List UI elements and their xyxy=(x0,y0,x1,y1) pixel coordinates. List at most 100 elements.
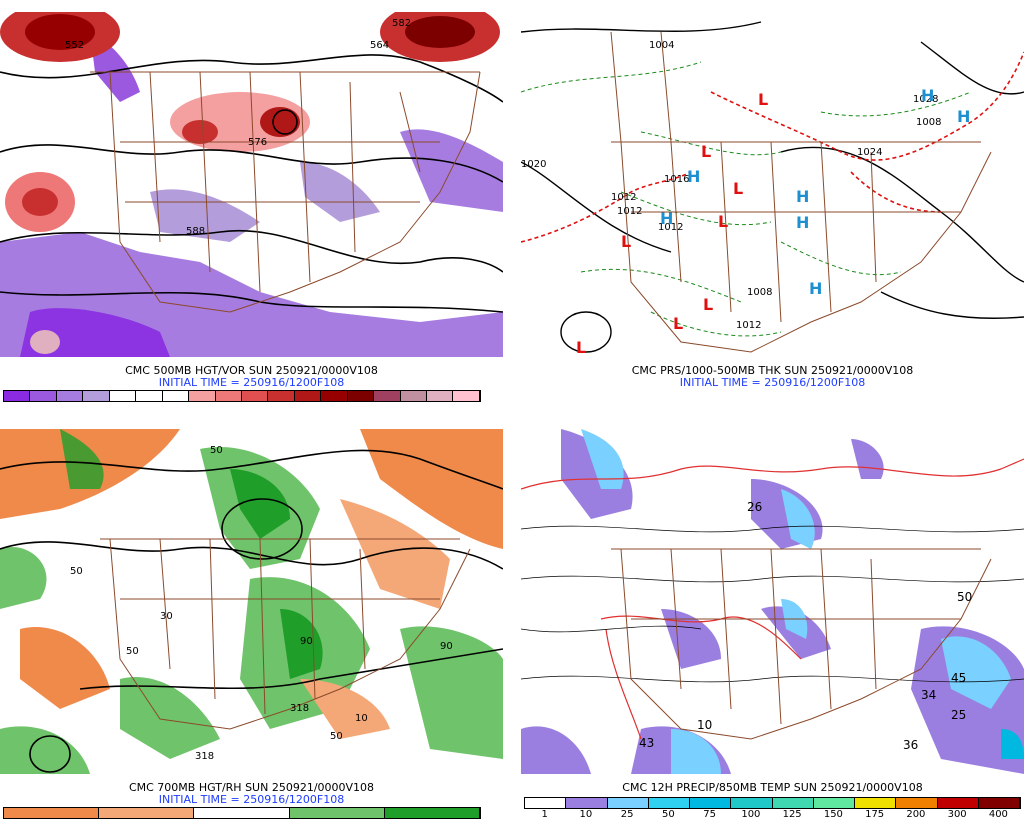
rh-label: 50 xyxy=(210,445,223,456)
contour-label: 552 xyxy=(65,40,84,51)
colorbar-tick: 125 xyxy=(782,809,802,819)
low-center: L xyxy=(758,90,768,109)
colorbar-tick: 10 xyxy=(579,809,593,819)
low-center: L xyxy=(621,232,631,251)
rh-label: 50 xyxy=(70,566,83,577)
colorbar-swatch xyxy=(400,391,427,401)
isobar-label: 1008 xyxy=(747,287,772,298)
contour-label: 318 xyxy=(290,703,309,714)
colorbar-tick: 100 xyxy=(741,809,761,819)
high-center: H xyxy=(921,86,934,105)
colorbar-swatch xyxy=(83,391,110,401)
map-prs-thk: 1004 1020 1028 1024 1012 1016 1012 1012 … xyxy=(521,12,1024,392)
colorbar-swatch xyxy=(690,798,732,808)
precip-label: 34 xyxy=(921,688,936,702)
panel-prs-thk: 1004 1020 1028 1024 1012 1016 1012 1012 … xyxy=(521,12,1024,402)
colorbar-swatch xyxy=(194,808,290,818)
precip-label: 36 xyxy=(903,738,918,752)
low-center: L xyxy=(576,338,586,357)
high-center: H xyxy=(809,279,822,298)
contour-label: 564 xyxy=(370,40,389,51)
colorbar-swatch xyxy=(374,391,401,401)
contour-label: 588 xyxy=(186,226,205,237)
isobar-label: 1012 xyxy=(658,222,683,233)
initial-time: INITIAL TIME = 250916/1200F108 xyxy=(158,376,345,389)
high-center: H xyxy=(660,209,673,228)
colorbar-swatch xyxy=(937,798,979,808)
high-center: H xyxy=(796,187,809,206)
panel-500mb-hgt-vor: 552 564 576 588 582 CMC 500MB HGT/VOR SU… xyxy=(0,12,503,402)
colorbar-tick: 300 xyxy=(947,809,967,819)
panel-caption: CMC 700MB HGT/RH SUN 250921/0000V108 xyxy=(128,781,375,794)
rh-label: 50 xyxy=(126,646,139,657)
rh-label: 10 xyxy=(355,713,368,724)
colorbar-swatch xyxy=(525,798,567,808)
colorbar-swatch xyxy=(648,798,690,808)
high-center: H xyxy=(796,213,809,232)
map-precip: 26 45 50 36 34 43 25 10 xyxy=(521,429,1024,774)
colorbar-swatch xyxy=(289,808,385,818)
colorbar-tick: 25 xyxy=(620,809,634,819)
low-center: L xyxy=(733,179,743,198)
colorbar-tick: 50 xyxy=(662,809,675,819)
colorbar-swatch xyxy=(978,798,1020,808)
isobar-label: 1012 xyxy=(736,320,761,331)
colorbar-tick: 75 xyxy=(703,809,716,819)
map-700mb: 50 50 50 50 90 90 318 318 10 30 xyxy=(0,429,503,774)
colorbar-swatch xyxy=(347,391,375,401)
precip-label: 45 xyxy=(951,671,966,685)
colorbar xyxy=(3,807,481,819)
map-500mb: 552 564 576 588 582 xyxy=(0,12,503,357)
panel-caption: CMC PRS/1000-500MB THK SUN 250921/0000V1… xyxy=(631,364,914,377)
colorbar-swatch xyxy=(109,391,137,401)
colorbar-swatch xyxy=(136,391,163,401)
precip-label: 43 xyxy=(639,736,654,750)
isobar-label: 1012 xyxy=(617,206,642,217)
colorbar-swatch xyxy=(607,798,649,808)
colorbar-swatch xyxy=(566,798,608,808)
colorbar-swatch xyxy=(294,391,322,401)
contour-label: 576 xyxy=(248,137,267,148)
colorbar-swatch xyxy=(189,391,216,401)
precip-label: 25 xyxy=(951,708,966,722)
isobar-label: 1024 xyxy=(857,147,882,158)
contour-label: 318 xyxy=(195,751,214,762)
panel-caption: CMC 500MB HGT/VOR SUN 250921/0000V108 xyxy=(125,364,378,377)
precip-label: 26 xyxy=(747,500,762,514)
colorbar-swatch xyxy=(4,391,31,401)
panel-700mb-hgt-rh: 50 50 50 50 90 90 318 318 10 30 CMC 700M… xyxy=(0,429,503,819)
low-center: L xyxy=(703,295,713,314)
colorbar-swatch xyxy=(4,808,100,818)
colorbar xyxy=(524,797,1021,809)
colorbar-swatch xyxy=(427,391,454,401)
low-center: L xyxy=(673,314,683,333)
colorbar-swatch xyxy=(215,391,242,401)
colorbar-swatch xyxy=(162,391,190,401)
contour-label: 582 xyxy=(392,18,411,29)
colorbar-swatch xyxy=(56,391,84,401)
isobar-label: 1028 xyxy=(913,94,938,105)
isobar-label: 1016 xyxy=(664,174,689,185)
rh-label: 90 xyxy=(300,636,313,647)
panel-caption: CMC 12H PRECIP/850MB TEMP SUN 250921/000… xyxy=(622,781,923,794)
colorbar-tick: 150 xyxy=(823,809,843,819)
colorbar-swatch xyxy=(99,808,195,818)
colorbar-tick: 400 xyxy=(988,809,1008,819)
colorbar-tick: 200 xyxy=(906,809,926,819)
isobar-label: 1008 xyxy=(916,117,941,128)
rh-label: 50 xyxy=(330,731,343,742)
rh-label: 90 xyxy=(440,641,453,652)
panel-precip-850mb-temp: 26 45 50 36 34 43 25 10 CMC 12H PRECIP/8… xyxy=(521,429,1024,819)
high-center: H xyxy=(957,107,970,126)
colorbar-swatch xyxy=(855,798,897,808)
colorbar-swatch xyxy=(896,798,938,808)
colorbar-tick: 175 xyxy=(865,809,885,819)
high-center: H xyxy=(687,167,700,186)
colorbar-swatch xyxy=(772,798,814,808)
low-center: L xyxy=(701,142,711,161)
colorbar-ticks: 1 10 25 50 75 100 125 150 175 200 300 400 xyxy=(524,809,1024,819)
isobar-label: 1012 xyxy=(611,192,636,203)
temp-label: 10 xyxy=(697,718,712,732)
colorbar-tick: 1 xyxy=(541,809,548,819)
low-center: L xyxy=(718,212,728,231)
